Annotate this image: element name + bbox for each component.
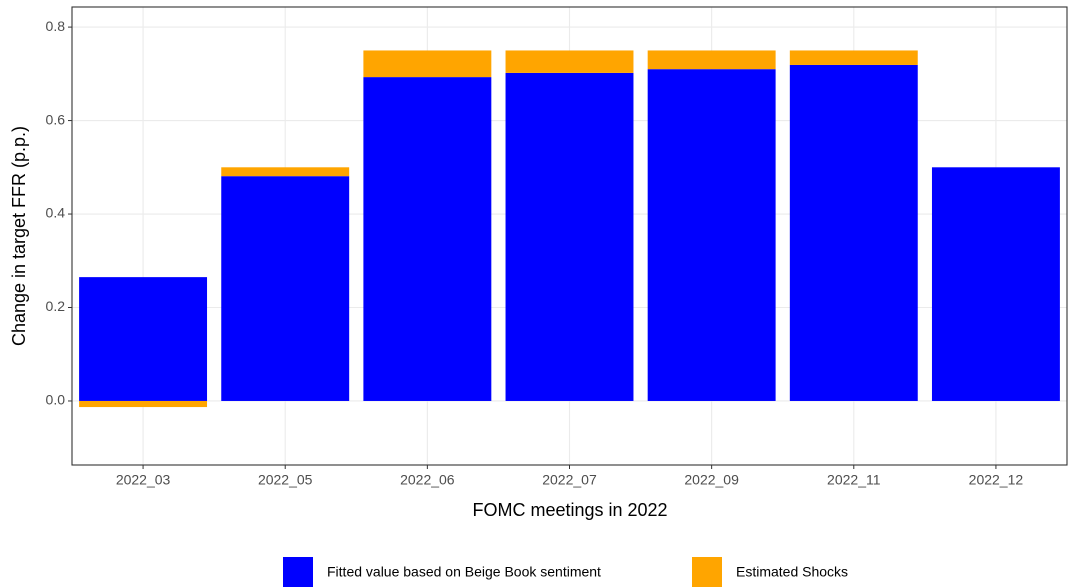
- bar: [647, 69, 776, 401]
- x-tick-label: 2022_07: [542, 472, 597, 488]
- bar: [221, 176, 350, 401]
- y-tick-label: 0.8: [46, 18, 66, 34]
- bar: [363, 50, 492, 78]
- y-tick-label: 0.2: [46, 298, 66, 314]
- legend-key: [283, 557, 313, 587]
- bar: [789, 64, 918, 401]
- bar: [789, 50, 918, 65]
- y-tick-label: 0.0: [46, 392, 66, 408]
- x-axis-title: FOMC meetings in 2022: [472, 500, 667, 520]
- bar: [363, 77, 492, 401]
- legend-label: Fitted value based on Beige Book sentime…: [327, 564, 601, 580]
- x-tick-label: 2022_09: [684, 472, 739, 488]
- bar: [505, 72, 634, 401]
- bar: [505, 50, 634, 73]
- bar: [931, 167, 1060, 401]
- plot-border: [71, 6, 1068, 466]
- x-tick-label: 2022_03: [116, 472, 171, 488]
- x-tick-label: 2022_05: [258, 472, 313, 488]
- bar: [221, 167, 350, 177]
- bar: [79, 277, 208, 401]
- bar: [79, 400, 208, 408]
- bar: [647, 50, 776, 70]
- legend-label: Estimated Shocks: [736, 564, 848, 580]
- x-tick-label: 2022_11: [827, 472, 881, 488]
- y-axis-title: Change in target FFR (p.p.): [9, 126, 29, 346]
- y-tick-label: 0.4: [46, 205, 66, 221]
- x-tick-label: 2022_06: [400, 472, 455, 488]
- legend-key: [692, 557, 722, 587]
- x-tick-label: 2022_12: [969, 472, 1024, 488]
- y-tick-label: 0.6: [46, 111, 66, 127]
